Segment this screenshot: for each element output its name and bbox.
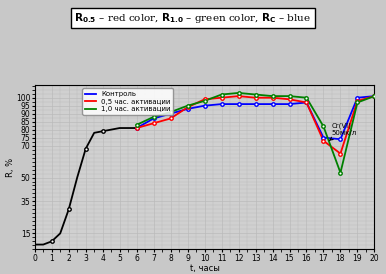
Text: $\mathbf{R_{0.5}}$ – red color, $\mathbf{R_{1.0}}$ – green color, $\mathbf{R_C}$: $\mathbf{R_{0.5}}$ – red color, $\mathbf… (74, 11, 312, 25)
Legend: Контроль, 0,5 час. активации, 1,0 час. активации: Контроль, 0,5 час. активации, 1,0 час. а… (82, 89, 173, 115)
X-axis label: t, часы: t, часы (190, 264, 220, 273)
Text: Cr(VI)
50мк/л: Cr(VI) 50мк/л (330, 122, 357, 141)
Y-axis label: R, %: R, % (6, 158, 15, 177)
